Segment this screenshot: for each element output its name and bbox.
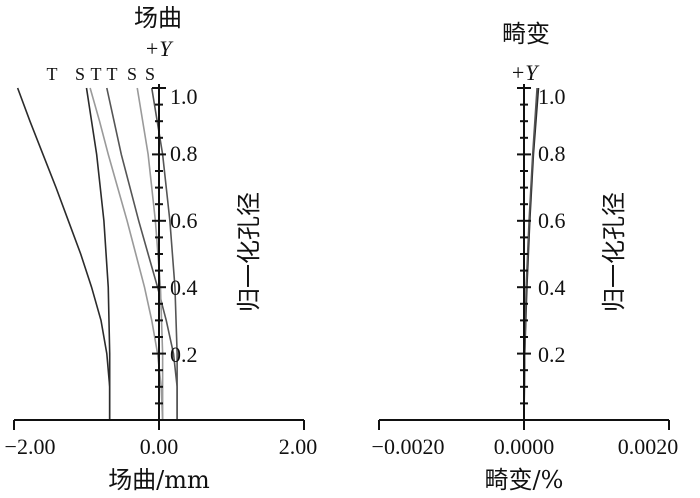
x-tick-label: −2.00 (5, 434, 56, 459)
y-ticks (517, 87, 531, 405)
field-curvature-chart: 场曲 +Y T S T T S S 0.2 0.4 0.6 0.8 1.0 归一… (5, 4, 318, 494)
x-tick-label: 0.0000 (494, 434, 555, 459)
y-tick-label: 1.0 (170, 84, 198, 109)
y-ticks (152, 87, 166, 405)
y-tick-labels: 0.2 0.4 0.6 0.8 1.0 (170, 84, 198, 367)
x-tick-label: −0.0020 (372, 434, 445, 459)
curve-label: T (91, 64, 102, 84)
curve-labels: T S T T S S (47, 64, 156, 84)
x-ticks (13, 420, 305, 430)
y-tick-label: 0.2 (170, 342, 198, 367)
y-tick-labels: 0.2 0.4 0.6 0.8 1.0 (538, 84, 566, 367)
distortion-chart: 畸变 +Y 0.2 0.4 0.6 0.8 1.0 归一化孔径 −0.0020 … (372, 20, 679, 494)
x-tick-labels: −2.00 0.00 2.00 (5, 434, 318, 459)
chart-title: 畸变 (502, 20, 550, 48)
y-tick-label: 0.8 (170, 141, 198, 166)
y-axis-label: 归一化孔径 (600, 192, 628, 312)
y-axis-label: 归一化孔径 (235, 192, 263, 312)
series-curve (106, 87, 178, 420)
y-tick-label: 0.6 (170, 208, 198, 233)
y-tick-label: 1.0 (538, 84, 566, 109)
y-tick-label: 0.4 (170, 275, 198, 300)
series-curve (150, 87, 178, 420)
curve-label: S (145, 64, 155, 84)
y-tick-label: 0.2 (538, 342, 566, 367)
y-tick-label: 0.8 (538, 141, 566, 166)
curve-label: S (75, 64, 85, 84)
curve-label: T (47, 64, 58, 84)
x-tick-label: 0.00 (140, 434, 179, 459)
axis-marker: +Y (510, 60, 540, 85)
series-curve (85, 87, 111, 420)
x-axis-label: 畸变/% (485, 466, 564, 494)
series-curve (16, 87, 111, 420)
y-tick-label: 0.6 (538, 208, 566, 233)
x-tick-label: 2.00 (279, 434, 318, 459)
x-axis-label: 场曲/mm (108, 466, 210, 494)
curves (16, 87, 178, 421)
chart-title: 场曲 (134, 4, 182, 32)
curve-label: S (127, 64, 137, 84)
x-tick-label: 0.0020 (618, 434, 679, 459)
series-curve (89, 87, 164, 421)
x-ticks (378, 420, 670, 430)
axis-marker: +Y (144, 36, 174, 61)
curve-label: T (107, 64, 118, 84)
x-tick-labels: −0.0020 0.0000 0.0020 (372, 434, 679, 459)
y-tick-label: 0.4 (538, 275, 566, 300)
